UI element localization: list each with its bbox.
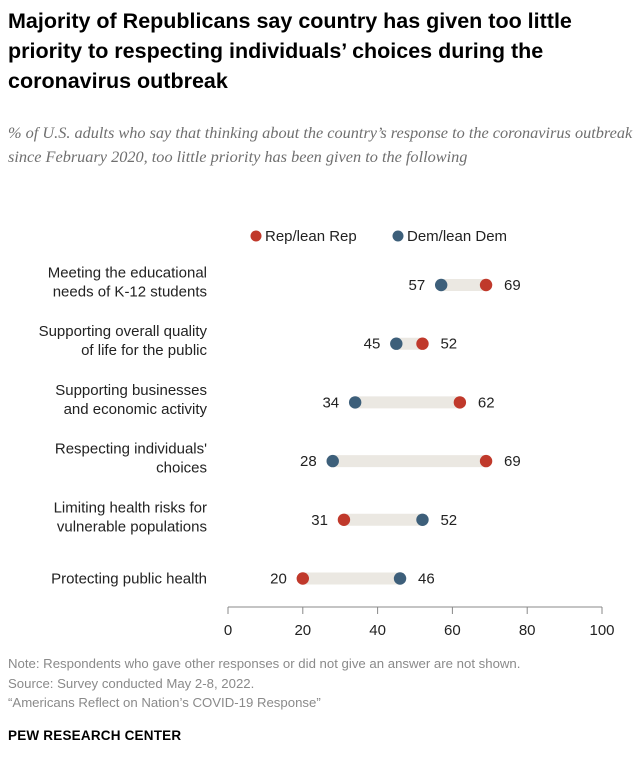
category-label-line: Protecting public health: [51, 571, 207, 588]
rep-dot: [416, 337, 429, 350]
category-label: Protecting public health: [51, 571, 207, 588]
x-tick-label: 0: [224, 622, 232, 639]
chart-row: Respecting individuals' choices 69 28: [55, 441, 521, 477]
rep-dot: [479, 454, 493, 468]
x-tick-label: 100: [589, 622, 614, 639]
chart-footer: Note: Respondents who gave other respons…: [8, 654, 633, 713]
category-label-line: Limiting health risks for: [54, 499, 207, 516]
category-label: Supporting overall quality of life for th…: [39, 323, 208, 359]
rep-dot: [479, 278, 493, 292]
brand-logo-text: PEW RESEARCH CENTER: [8, 728, 182, 743]
chart-row: Limiting health risks for vulnerable popu…: [54, 499, 458, 535]
category-label-line: vulnerable populations: [57, 518, 207, 535]
x-tick-label: 80: [519, 622, 536, 639]
category-label-line: Supporting overall quality: [39, 323, 208, 340]
dem-value-label: 57: [408, 277, 425, 294]
rep-value-label: 69: [504, 453, 521, 470]
chart-rows: Meeting the educational needs of K-12 stu…: [39, 265, 521, 588]
legend-rep-label: Rep/lean Rep: [265, 228, 357, 245]
category-label-line: Respecting individuals': [55, 441, 207, 458]
rep-value-label: 31: [311, 512, 328, 529]
footer-report: “Americans Reflect on Nation’s COVID-19 …: [8, 695, 321, 710]
rep-value-label: 69: [504, 277, 521, 294]
category-label: Supporting businesses and economic activi…: [55, 382, 207, 418]
rep-dot: [453, 396, 467, 409]
rep-dot: [296, 572, 309, 585]
dem-dot: [434, 278, 448, 292]
chart-row: Supporting overall quality of life for th…: [39, 323, 458, 359]
legend-rep-swatch: [250, 230, 262, 242]
rep-value-label: 52: [440, 336, 457, 353]
dem-value-label: 52: [440, 512, 457, 529]
x-tick-label: 60: [444, 622, 461, 639]
dem-dot: [393, 572, 407, 585]
category-label-line: Meeting the educational: [48, 265, 207, 282]
dem-dot: [416, 513, 429, 526]
legend-dem-swatch: [392, 230, 404, 242]
category-label-line: choices: [156, 460, 207, 477]
dem-value-label: 34: [322, 394, 339, 411]
category-label: Respecting individuals' choices: [55, 441, 207, 477]
dot-plot-chart: Rep/lean Rep Dem/lean Dem Meeting the ed…: [39, 228, 615, 639]
footer-note: Note: Respondents who gave other respons…: [8, 656, 521, 671]
dem-dot: [326, 454, 339, 468]
category-label: Meeting the educational needs of K-12 stu…: [48, 265, 207, 301]
category-label-line: needs of K-12 students: [53, 284, 207, 301]
chart-row: Protecting public health 20 46: [51, 571, 435, 588]
chart-title: Majority of Republicans say country has …: [8, 9, 572, 93]
category-label-line: Supporting businesses: [55, 382, 207, 399]
chart-row: Meeting the educational needs of K-12 stu…: [48, 265, 521, 301]
x-tick-label: 40: [369, 622, 386, 639]
rep-dot: [337, 513, 351, 526]
x-tick-label: 20: [294, 622, 311, 639]
rep-value-label: 62: [478, 394, 495, 411]
chart-row: Supporting businesses and economic activi…: [55, 382, 494, 418]
category-label-line: and economic activity: [64, 401, 208, 418]
category-label: Limiting health risks for vulnerable popu…: [54, 499, 207, 535]
dem-value-label: 28: [300, 453, 317, 470]
legend: Rep/lean Rep Dem/lean Dem: [250, 228, 507, 245]
x-axis: 0 20 40 60 80 100: [224, 606, 615, 639]
footer-source: Source: Survey conducted May 2-8, 2022.: [8, 675, 255, 691]
chart-subtitle: % of U.S. adults who say that thinking a…: [8, 123, 633, 166]
dem-dot: [390, 337, 403, 350]
legend-dem-label: Dem/lean Dem: [407, 228, 507, 245]
category-label-line: of life for the public: [81, 342, 207, 359]
rep-value-label: 20: [270, 571, 287, 588]
dem-value-label: 46: [418, 571, 435, 588]
dem-dot: [348, 396, 362, 409]
dem-value-label: 45: [364, 336, 381, 353]
